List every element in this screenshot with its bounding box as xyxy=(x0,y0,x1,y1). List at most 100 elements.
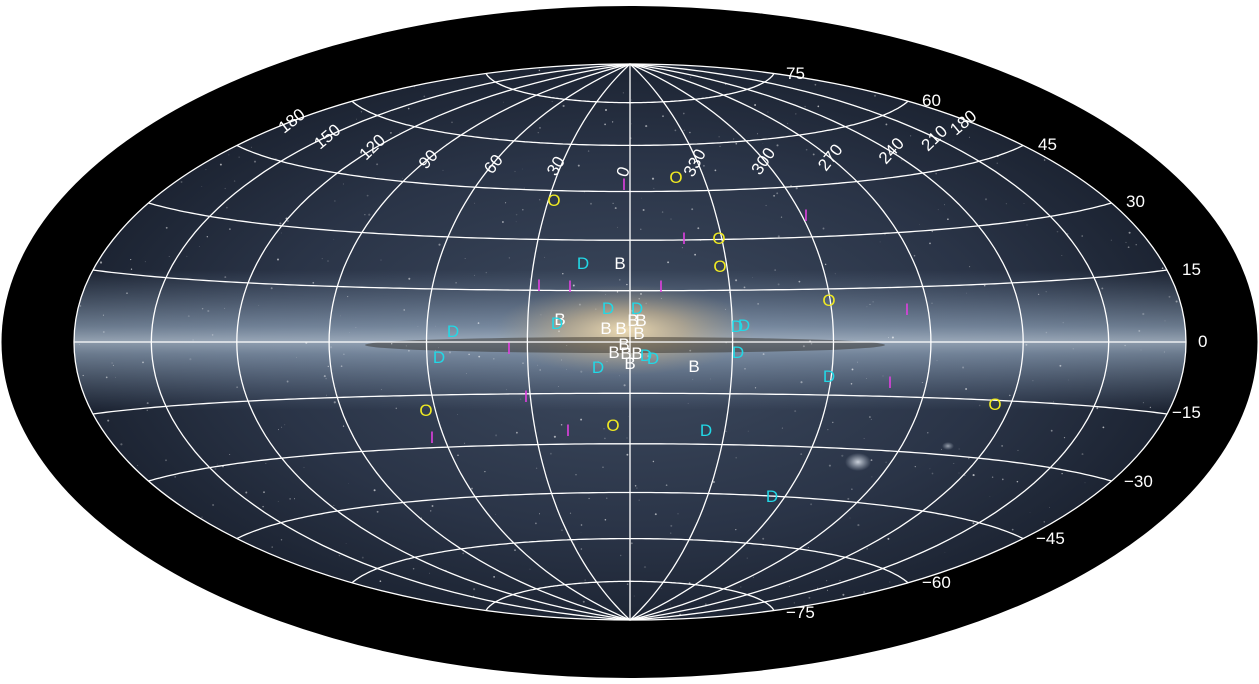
lat-label-minus-15: −15 xyxy=(1172,403,1201,422)
star xyxy=(810,342,813,345)
star xyxy=(219,163,222,166)
source-markers: I O O I I O D B O I I I O I D D B D B B … xyxy=(419,168,1001,506)
star xyxy=(229,228,231,230)
star xyxy=(471,487,473,490)
star xyxy=(540,314,542,316)
star xyxy=(652,460,655,463)
star xyxy=(189,358,192,361)
star xyxy=(733,138,735,140)
star xyxy=(82,374,84,377)
star xyxy=(832,421,834,424)
star xyxy=(93,104,95,105)
star xyxy=(1128,231,1131,234)
star xyxy=(544,256,546,258)
star xyxy=(226,206,228,209)
marker-B: B xyxy=(635,311,646,330)
star xyxy=(186,255,188,257)
star xyxy=(1151,538,1153,540)
star xyxy=(100,149,102,151)
star xyxy=(577,164,580,167)
star xyxy=(347,296,349,298)
star xyxy=(614,207,617,210)
star xyxy=(355,327,357,328)
star xyxy=(888,337,889,339)
star xyxy=(81,542,84,545)
star xyxy=(762,537,765,540)
parallel-line xyxy=(485,580,775,611)
star xyxy=(757,133,759,135)
star xyxy=(146,95,148,97)
star xyxy=(640,292,642,295)
star xyxy=(395,407,398,410)
star xyxy=(430,510,432,512)
star xyxy=(462,552,465,555)
star xyxy=(681,247,683,249)
star xyxy=(929,242,931,245)
star xyxy=(834,273,836,275)
star xyxy=(561,529,563,531)
star xyxy=(508,257,510,259)
star xyxy=(173,104,176,107)
galactic-bulge xyxy=(495,285,755,375)
star xyxy=(587,150,590,152)
star xyxy=(212,503,215,507)
star xyxy=(580,548,583,550)
lat-label-0: 0 xyxy=(1198,332,1207,351)
star xyxy=(800,453,803,455)
star xyxy=(712,480,715,484)
star xyxy=(572,284,575,287)
star xyxy=(1005,203,1007,205)
star xyxy=(144,261,146,263)
star xyxy=(201,516,203,518)
star xyxy=(442,169,444,171)
star xyxy=(849,517,851,519)
star xyxy=(1127,246,1130,249)
star xyxy=(277,501,279,502)
lat-label-minus-75: −75 xyxy=(786,603,815,622)
star xyxy=(891,336,894,339)
star xyxy=(325,377,327,380)
star xyxy=(535,522,537,525)
star xyxy=(206,236,208,238)
star xyxy=(1053,401,1055,403)
star xyxy=(343,353,345,355)
star xyxy=(229,453,231,455)
small-magellanic-cloud xyxy=(942,442,954,450)
star xyxy=(810,503,813,506)
star xyxy=(138,88,140,91)
star xyxy=(967,457,970,460)
star xyxy=(636,487,638,489)
star xyxy=(937,209,939,211)
star xyxy=(435,325,436,327)
star xyxy=(519,398,522,400)
star xyxy=(641,197,642,199)
star xyxy=(765,204,767,207)
star xyxy=(539,127,541,129)
star xyxy=(334,200,336,202)
star xyxy=(580,418,583,421)
star xyxy=(1037,293,1040,295)
star xyxy=(887,537,890,540)
star xyxy=(1043,521,1045,523)
marker-D: D xyxy=(602,299,614,318)
star xyxy=(1164,320,1166,322)
star xyxy=(687,402,689,404)
star xyxy=(146,409,148,411)
star xyxy=(935,173,937,175)
star xyxy=(617,226,618,228)
marker-O: O xyxy=(419,401,432,420)
star xyxy=(631,309,634,312)
marker-I: I xyxy=(524,387,529,406)
lat-label-45: 45 xyxy=(1038,135,1057,154)
star xyxy=(284,424,286,426)
star xyxy=(445,143,447,145)
star xyxy=(972,474,975,477)
star xyxy=(638,499,640,501)
star xyxy=(495,434,498,437)
star xyxy=(674,129,677,132)
marker-B: B xyxy=(627,311,638,330)
star xyxy=(224,187,226,190)
star xyxy=(333,504,335,506)
star xyxy=(647,355,650,358)
star xyxy=(342,425,345,427)
